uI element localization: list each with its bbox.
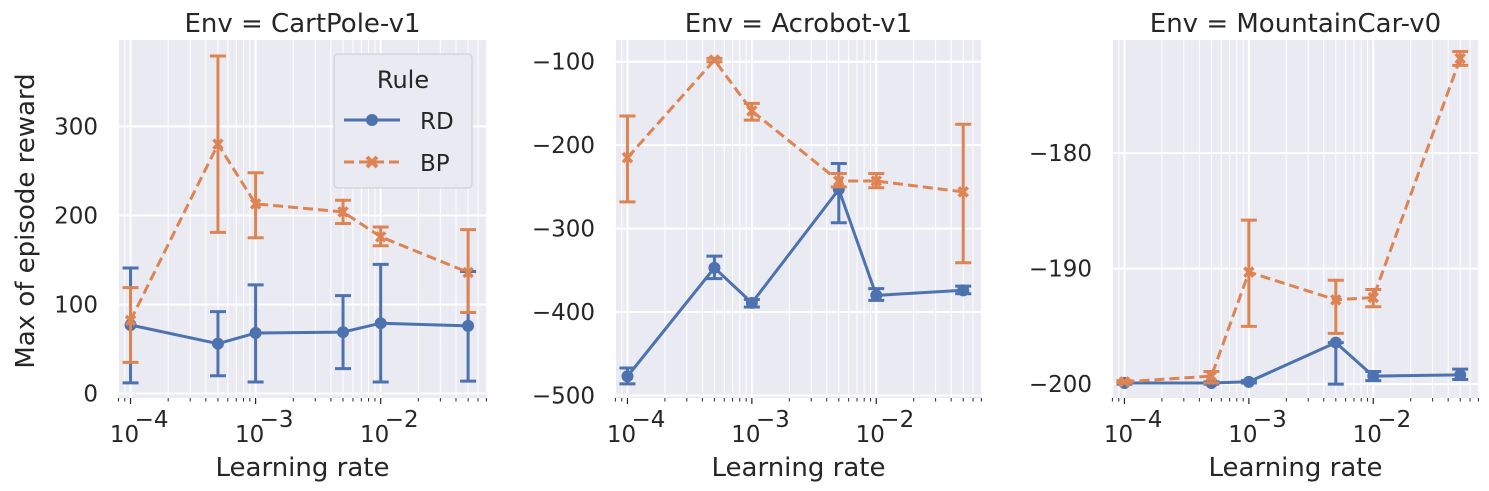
series-line-bp bbox=[626, 58, 964, 194]
point-rd bbox=[337, 326, 350, 339]
point-bp bbox=[708, 54, 721, 66]
point-bp bbox=[249, 198, 262, 210]
point-bp bbox=[1205, 370, 1218, 382]
x-tick-exponent: −4 bbox=[1129, 407, 1163, 433]
y-tick-label: 200 bbox=[54, 203, 98, 229]
point-bp bbox=[337, 206, 349, 218]
series-line-rd bbox=[626, 187, 964, 378]
x-tick-label: 10 bbox=[110, 422, 139, 448]
legend: Rule RD BP bbox=[333, 53, 473, 189]
panel-title: Env = Acrobot-v1 bbox=[685, 9, 912, 39]
x-tick-label: 10 bbox=[731, 422, 760, 448]
x-tick-exponent: −3 bbox=[1253, 407, 1287, 433]
y-tick-label: 300 bbox=[54, 114, 98, 140]
point-bp bbox=[124, 314, 137, 327]
point-rd bbox=[249, 326, 262, 339]
y-tick-label: −200 bbox=[532, 133, 595, 159]
point-bp bbox=[870, 175, 882, 187]
panel-title: Env = CartPole-v1 bbox=[184, 9, 420, 39]
x-tick-label: 10 bbox=[1228, 422, 1257, 448]
point-bp bbox=[957, 186, 969, 198]
point-rd bbox=[870, 289, 883, 302]
legend-label-rd: RD bbox=[420, 109, 454, 135]
x-tick-exponent: −2 bbox=[880, 407, 914, 433]
x-tick-exponent: −4 bbox=[632, 407, 666, 433]
x-tick-label: 10 bbox=[235, 422, 264, 448]
panel-title: Env = MountainCar-v0 bbox=[1150, 9, 1441, 39]
x-axis-label: Learning rate bbox=[216, 453, 390, 483]
legend-frame bbox=[333, 53, 473, 189]
x-tick-exponent: −3 bbox=[756, 407, 790, 433]
x-tick-exponent: −4 bbox=[135, 407, 169, 433]
point-rd bbox=[211, 337, 224, 350]
point-rd bbox=[462, 319, 475, 332]
legend-marker-rd bbox=[366, 114, 378, 126]
point-rd bbox=[708, 261, 721, 274]
plot-background bbox=[615, 40, 982, 398]
y-tick-label: −400 bbox=[532, 300, 595, 326]
y-tick-label: 100 bbox=[54, 292, 98, 318]
y-tick-label: −100 bbox=[532, 50, 595, 76]
point-bp bbox=[1454, 52, 1466, 65]
y-axis-label: Max of episode reward bbox=[11, 73, 41, 368]
point-rd bbox=[1242, 375, 1255, 388]
point-rd bbox=[745, 296, 758, 309]
series-line-bp bbox=[1124, 57, 1462, 384]
point-bp bbox=[746, 105, 758, 117]
legend-label-bp: BP bbox=[420, 151, 450, 177]
x-tick-label: 10 bbox=[1104, 422, 1133, 448]
plot-background bbox=[1112, 40, 1479, 398]
point-bp bbox=[462, 266, 474, 279]
y-tick-label: −190 bbox=[1029, 257, 1092, 283]
point-bp bbox=[212, 138, 224, 150]
x-tick-exponent: −3 bbox=[260, 407, 294, 433]
point-rd bbox=[1454, 368, 1467, 381]
series-line-rd bbox=[130, 321, 469, 346]
legend-marker-bp bbox=[365, 155, 379, 169]
point-bp bbox=[833, 175, 845, 187]
point-bp bbox=[1367, 291, 1379, 304]
x-tick-exponent: −2 bbox=[385, 407, 419, 433]
point-bp bbox=[374, 231, 387, 243]
point-bp bbox=[1243, 266, 1255, 278]
x-tick-label: 10 bbox=[1353, 422, 1382, 448]
series-line-rd bbox=[1124, 341, 1461, 385]
y-tick-label: −200 bbox=[1029, 372, 1092, 398]
y-tick-label: −500 bbox=[532, 383, 595, 409]
point-bp bbox=[621, 151, 634, 164]
point-rd bbox=[1329, 336, 1342, 349]
x-tick-exponent: −2 bbox=[1377, 407, 1411, 433]
x-axis-label: Learning rate bbox=[712, 453, 886, 483]
y-tick-label: −180 bbox=[1029, 141, 1092, 167]
point-rd bbox=[374, 317, 387, 330]
x-axis-label: Learning rate bbox=[1209, 453, 1383, 483]
point-rd bbox=[957, 284, 970, 297]
point-rd bbox=[621, 370, 634, 383]
y-tick-label: −300 bbox=[532, 217, 595, 243]
x-tick-label: 10 bbox=[607, 422, 636, 448]
y-tick-label: 0 bbox=[83, 382, 98, 408]
legend-title: Rule bbox=[377, 66, 429, 94]
point-rd bbox=[1367, 370, 1380, 383]
x-tick-label: 10 bbox=[856, 422, 885, 448]
point-bp bbox=[1330, 294, 1342, 306]
x-tick-label: 10 bbox=[360, 422, 389, 448]
point-bp bbox=[1118, 376, 1131, 388]
